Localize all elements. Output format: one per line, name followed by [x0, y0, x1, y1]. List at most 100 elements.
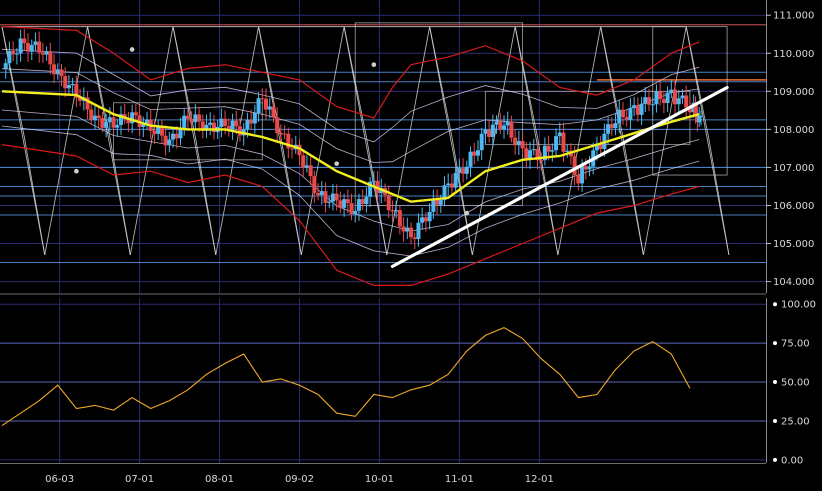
candle-body: [632, 105, 637, 109]
candle-body: [163, 135, 168, 146]
overlay-line: [172, 26, 217, 256]
candle-body: [70, 83, 75, 86]
candle-body: [617, 109, 622, 123]
candle-body: [204, 124, 209, 131]
upper-band: [1, 26, 700, 119]
candle-body: [3, 63, 8, 69]
candle-body: [52, 64, 57, 75]
candle-body: [89, 109, 94, 121]
candle-body: [219, 118, 224, 127]
candle-body: [639, 103, 644, 115]
overlay-line: [87, 26, 131, 256]
candle-body: [323, 191, 328, 203]
candle-body: [230, 120, 235, 130]
candle-body: [647, 97, 652, 105]
candle-body: [338, 200, 343, 208]
candle-body: [368, 181, 373, 197]
candle-body: [234, 120, 239, 127]
price-tick-label: 108.000: [773, 125, 814, 136]
candle-body: [483, 129, 488, 134]
candle-body: [126, 118, 131, 124]
candle-body: [152, 130, 157, 134]
candle-body: [620, 109, 625, 118]
candle-body: [550, 150, 555, 152]
candle-body: [542, 145, 547, 161]
candle-body: [185, 115, 190, 119]
candle-body: [416, 222, 421, 240]
overlay-box: [354, 22, 524, 206]
price-tick-label: 105.000: [773, 239, 814, 250]
candle-body: [107, 117, 112, 123]
candle-body: [565, 150, 570, 152]
date-tick-label: 10-01: [365, 474, 394, 485]
candle-body: [516, 141, 521, 146]
candle-body: [635, 105, 640, 115]
overlay-line: [215, 26, 260, 256]
trendline-line: [390, 85, 729, 268]
candle-body: [524, 148, 529, 160]
candle-body: [286, 133, 291, 149]
candle-body: [178, 127, 183, 139]
overlay-line: [471, 26, 516, 256]
date-tick-label: 09-02: [285, 474, 314, 485]
candle-body: [561, 132, 566, 152]
oscillator-tick-mark: [773, 302, 777, 307]
price-tick-label: 110.000: [773, 49, 814, 60]
candle-body: [464, 166, 469, 174]
candle-body: [14, 53, 19, 55]
candle-body: [260, 98, 265, 100]
candle-body: [676, 98, 681, 105]
candle-body: [159, 127, 164, 136]
date-tick-label: 11-01: [445, 474, 474, 485]
candle-body: [66, 85, 71, 89]
candle-body: [48, 51, 53, 65]
candle-body: [613, 122, 618, 129]
candle-body: [171, 133, 176, 140]
candle-body: [505, 121, 510, 126]
candle-body: [442, 185, 447, 200]
overlay-line: [708, 136, 730, 256]
candle-body: [226, 125, 231, 130]
overlay-line: [23, 136, 46, 256]
oscillator-tick-label: 75.00: [781, 339, 810, 350]
overlay-line: [429, 26, 453, 138]
inner-envelope: [1, 48, 700, 143]
overlay-line: [685, 26, 709, 138]
overlay-line: [557, 26, 602, 256]
candle-body: [680, 95, 685, 99]
candle-body: [490, 124, 495, 137]
candle-body: [479, 133, 484, 151]
candle-body: [546, 145, 551, 152]
oscillator-tick-label: 25.00: [781, 416, 810, 427]
candle-body: [334, 193, 339, 201]
date-tick-label: 08-01: [205, 474, 234, 485]
candle-body: [44, 51, 49, 55]
candle-body: [133, 112, 138, 116]
overlay-line: [622, 136, 644, 256]
candle-body: [78, 97, 83, 101]
candle-body: [282, 133, 287, 135]
candle-body: [501, 125, 506, 130]
candle-body: [345, 199, 350, 204]
candle-body: [583, 166, 588, 170]
candle-body: [104, 122, 109, 128]
overlay-line: [451, 136, 473, 256]
candle-body: [580, 166, 585, 184]
candle-body: [275, 117, 280, 134]
candle-body: [92, 115, 97, 121]
candle-body: [356, 199, 361, 211]
overlay-line: [44, 26, 88, 256]
overlay-line: [514, 26, 538, 138]
candle-body: [475, 150, 480, 156]
candle-body: [624, 117, 629, 120]
candle-body: [115, 124, 120, 128]
overlay-line: [258, 26, 302, 256]
oscillator-tick-label: 100.00: [781, 300, 816, 311]
trendline: [390, 85, 729, 268]
overlay-line: [365, 136, 388, 256]
candle-body: [156, 127, 161, 134]
oscillator-series: [1, 326, 691, 427]
overlay-line: [642, 26, 687, 256]
candle-body: [531, 149, 536, 151]
candle-body: [371, 180, 376, 182]
